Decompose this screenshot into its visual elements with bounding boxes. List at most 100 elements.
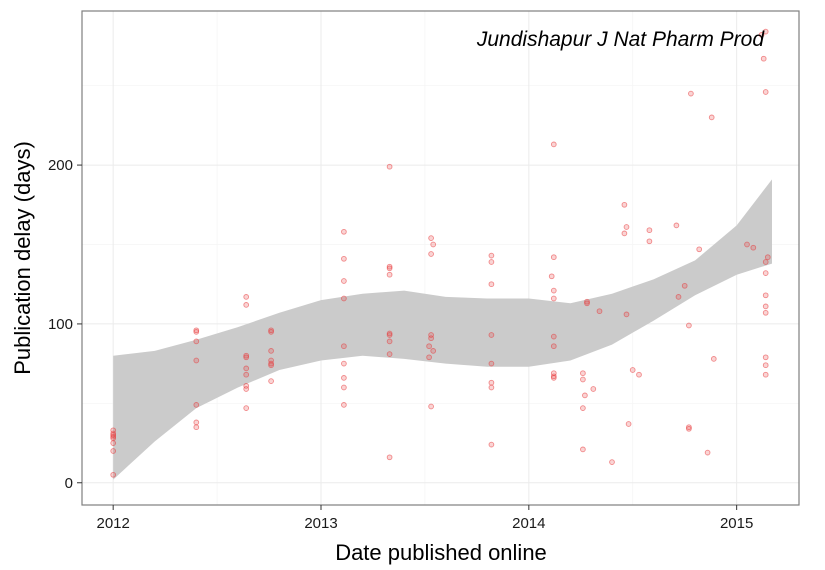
x-tick-label: 2013 [304, 515, 337, 532]
scatter-point [629, 367, 636, 373]
scatter-point [193, 357, 200, 364]
scatter-point [243, 302, 250, 308]
scatter-point [428, 335, 434, 342]
scatter-point [110, 440, 117, 446]
scatter-point [762, 303, 769, 310]
data-points [110, 28, 771, 478]
scatter-point [548, 273, 555, 280]
scatter-point [704, 449, 711, 456]
scatter-point [341, 375, 347, 381]
scatter-point [386, 454, 393, 461]
scatter-point [744, 241, 750, 248]
journal-annotation: Jundishapur J Nat Pharm Prod [476, 28, 765, 51]
gridlines [82, 11, 799, 505]
scatter-point [580, 446, 586, 453]
scatter-point [268, 360, 274, 367]
scatter-point [621, 201, 628, 208]
scatter-point [625, 421, 632, 427]
scatter-point [110, 435, 117, 442]
scatter-point [488, 259, 495, 265]
scatter-point [243, 371, 250, 378]
scatter-point [243, 386, 250, 392]
scatter-point [426, 343, 432, 350]
scatter-point [550, 287, 557, 294]
scatter-point [386, 263, 393, 270]
scatter-point [762, 362, 769, 369]
scatter-point [760, 55, 767, 62]
scatter-point [609, 459, 615, 465]
scatter-point [488, 332, 495, 338]
scatter-point [488, 379, 495, 386]
scatter-point [193, 402, 200, 408]
scatter-point [110, 471, 117, 478]
x-axis: 2012 2013 2014 2015 [96, 505, 753, 532]
scatter-point [762, 270, 769, 276]
scatter-point [386, 265, 393, 272]
y-axis-title: Publication delay (days) [10, 141, 35, 375]
scatter-point [430, 348, 437, 354]
scatter-point [580, 405, 586, 411]
scatter-point [488, 384, 495, 391]
scatter-point [488, 360, 495, 367]
scatter-point [762, 89, 769, 95]
plot-panel: Jundishapur J Nat Pharm Prod [81, 10, 800, 506]
x-tick-label: 2012 [96, 515, 129, 532]
scatter-point [584, 300, 590, 307]
scatter-point [762, 309, 769, 316]
panel-background [82, 11, 799, 505]
scatter-point [580, 370, 586, 377]
scatter-point [110, 433, 117, 440]
scatter-point [426, 354, 432, 361]
scatter-point [430, 241, 437, 248]
scatter-point [646, 227, 653, 234]
scatter-point [623, 224, 630, 230]
scatter-point [621, 230, 628, 237]
scatter-point [762, 292, 769, 299]
scatter-point [688, 90, 694, 97]
scatter-point [762, 371, 769, 378]
scatter-point [582, 392, 588, 399]
scatter-point [762, 28, 769, 35]
scatter-point [268, 348, 274, 354]
scatter-point [580, 376, 586, 383]
scatter-point [675, 294, 682, 300]
scatter-point [762, 354, 769, 361]
scatter-point [623, 311, 630, 318]
scatter-point [550, 295, 557, 302]
scatter-point [341, 402, 347, 408]
scatter-point [762, 259, 769, 265]
scatter-point [243, 365, 250, 372]
scatter-point [550, 141, 557, 148]
scatter-point [708, 114, 715, 121]
scatter-point [596, 308, 603, 315]
scatter-point [590, 386, 597, 392]
scatter-point [193, 327, 200, 334]
scatter-point [341, 360, 347, 367]
y-tick-label: 100 [48, 316, 73, 333]
x-tick-label: 2014 [512, 515, 545, 532]
scatter-point [764, 254, 771, 261]
scatter-point [341, 384, 347, 391]
x-axis-title: Date published online [335, 540, 547, 565]
scatter-point [646, 238, 653, 245]
scatter-point [268, 327, 274, 334]
y-tick-label: 0 [65, 475, 73, 492]
scatter-point [488, 281, 495, 288]
scatter-point [710, 356, 717, 362]
scatter-point [686, 425, 692, 432]
scatter-point [193, 329, 200, 335]
scatter-point [686, 322, 692, 329]
scatter-point [341, 343, 347, 350]
scatter-point [386, 271, 393, 278]
scatter-point [428, 235, 434, 241]
scatter-point [243, 294, 250, 300]
scatter-point [193, 424, 200, 431]
scatter-point [550, 333, 557, 340]
scatter-point [686, 424, 692, 431]
scatter-point [681, 282, 688, 289]
scatter-point [386, 338, 393, 345]
scatter-point [110, 448, 117, 454]
scatter-point [750, 244, 757, 251]
panel-border [81, 10, 800, 506]
